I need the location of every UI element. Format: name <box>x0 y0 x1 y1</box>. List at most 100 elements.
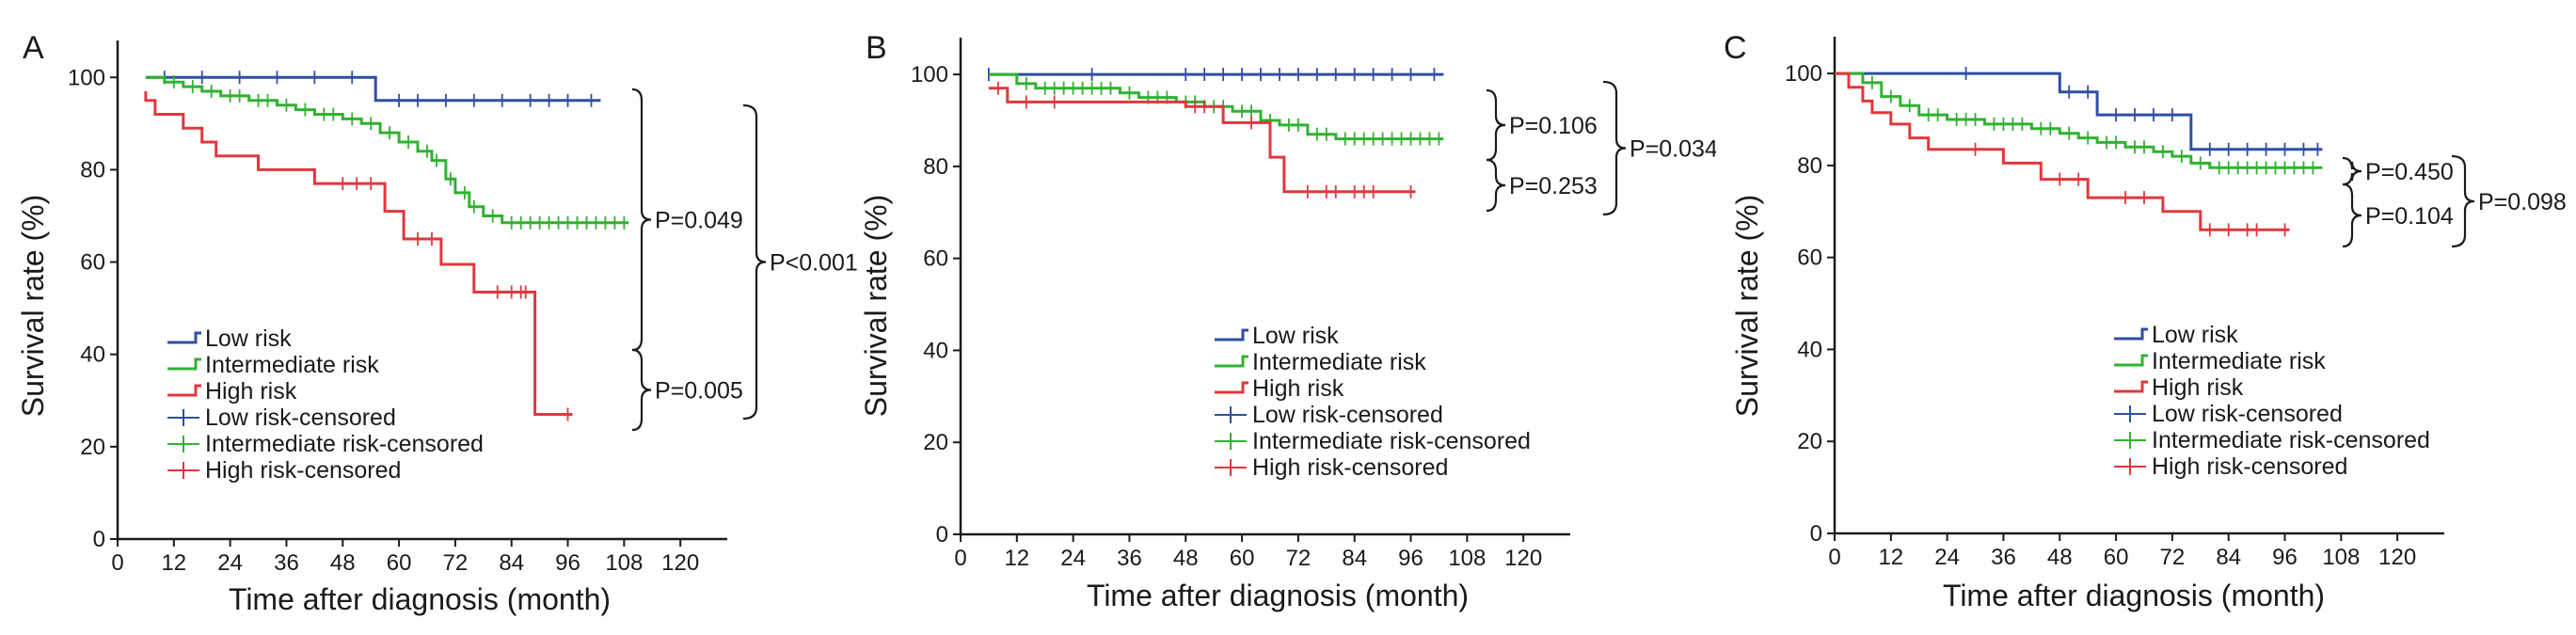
p-value-label: P=0.106 <box>1509 113 1598 139</box>
x-tick-label: 96 <box>1398 546 1423 571</box>
legend-swatch-high-risk <box>2114 380 2148 393</box>
x-tick-label: 72 <box>2160 545 2186 570</box>
y-tick-label: 40 <box>923 338 948 363</box>
x-tick-label: 96 <box>555 550 580 576</box>
legend-item: High risk-censored <box>167 457 401 484</box>
legend-label: High risk <box>1252 375 1344 402</box>
y-tick-label: 60 <box>923 246 948 272</box>
panel-label: B <box>866 30 887 66</box>
legend-swatch-low-risk <box>167 331 201 344</box>
y-tick-label: 60 <box>1797 246 1822 271</box>
legend-label: Low risk <box>205 325 292 352</box>
bracket-shape <box>2342 156 2362 186</box>
x-tick-label: 60 <box>2104 545 2129 570</box>
legend-item: Low risk <box>2114 322 2238 348</box>
legend-swatch-intermediate-risk <box>1215 355 1248 368</box>
legend-item: Low risk-censored <box>167 405 396 431</box>
p-value-label: P=0.049 <box>655 208 743 234</box>
legend-label: Intermediate risk-censored <box>2152 427 2430 453</box>
legend-item: High risk-censored <box>2114 453 2347 480</box>
x-tick-label: 108 <box>2322 545 2360 570</box>
x-tick-label: 84 <box>499 550 524 576</box>
series-low-risk <box>145 71 601 107</box>
series-low-risk <box>988 68 1444 82</box>
x-tick-label: 0 <box>1828 545 1840 570</box>
y-axis-title: Survival rate (%) <box>16 195 50 418</box>
x-axis-title: Time after diagnosis (month) <box>1087 579 1469 612</box>
legend-item: Intermediate risk <box>2114 348 2326 374</box>
y-tick-label: 0 <box>936 522 948 548</box>
intermediate-risk-line <box>1835 71 2323 169</box>
x-tick-label: 12 <box>1004 546 1029 571</box>
legend-label: Low risk-censored <box>2152 401 2343 427</box>
legend-item: High risk-censored <box>1215 454 1448 481</box>
x-tick-label: 24 <box>217 550 243 576</box>
x-axis-title: Time after diagnosis (month) <box>229 582 611 616</box>
x-tick-label: 84 <box>1342 546 1367 571</box>
legend-swatch-intermediate-risk <box>167 357 201 371</box>
high-risk-line <box>988 87 1416 194</box>
x-tick-label: 108 <box>1448 546 1486 571</box>
p-value-bracket: P=0.106 <box>1486 88 1598 162</box>
x-tick-label: 48 <box>1173 546 1199 571</box>
p-value-bracket: P=0.098 <box>2451 154 2567 248</box>
x-tick-label: 48 <box>2047 545 2073 570</box>
legend-item: Intermediate risk <box>167 352 379 378</box>
bracket-shape <box>1486 88 1506 162</box>
y-tick-label: 100 <box>68 65 105 90</box>
legend-item: High risk <box>1215 375 1344 402</box>
p-value-label: P=0.104 <box>2365 203 2454 230</box>
bracket-shape <box>1602 80 1627 216</box>
chart-svg: B 0 12 24 36 48 60 72 84 96 108 120 0 20 40 60 80 100 Time… <box>859 30 1716 612</box>
bracket-shape <box>631 348 652 432</box>
legend-item: Low risk-censored <box>1215 402 1443 428</box>
series-high-risk <box>144 91 573 421</box>
p-value-bracket: P=0.104 <box>2342 183 2454 248</box>
p-value-bracket: P=0.049 <box>631 87 743 352</box>
p-value-label: P=0.034 <box>1630 136 1716 163</box>
y-tick-label: 20 <box>80 435 105 460</box>
series-intermediate-risk <box>988 72 1444 146</box>
y-tick-label: 100 <box>911 62 948 87</box>
series-high-risk <box>1835 71 2290 237</box>
panel-b: B 0 12 24 36 48 60 72 84 96 108 120 0 20 40 60 80 100 Time… <box>858 0 1716 635</box>
x-tick-label: 120 <box>1504 546 1542 571</box>
y-tick-label: 40 <box>80 342 105 368</box>
legend-label: Intermediate risk-censored <box>1252 428 1531 454</box>
y-tick-label: 20 <box>923 430 948 455</box>
legend-item: Intermediate risk-censored <box>1215 428 1531 454</box>
legend-label: High risk-censored <box>1252 454 1448 481</box>
legend-swatch-high-risk <box>167 384 201 397</box>
x-tick-label: 72 <box>443 550 469 576</box>
legend-swatch-intermediate-risk <box>2114 354 2148 367</box>
legend-item: Low risk <box>1215 323 1339 349</box>
p-value-label: P=0.098 <box>2478 189 2567 215</box>
legend-label: High risk-censored <box>2152 453 2347 480</box>
legend-label: Intermediate risk <box>205 352 379 378</box>
p-value-bracket: P=0.450 <box>2342 156 2454 186</box>
x-tick-label: 84 <box>2216 545 2241 570</box>
legend-label: Intermediate risk <box>2152 348 2326 374</box>
y-tick-label: 80 <box>1797 153 1822 179</box>
legend-label: Low risk <box>1252 323 1339 349</box>
series-high-risk <box>988 81 1416 198</box>
chart-svg: A 0 12 24 36 48 60 72 84 96 108 120 0 20 40 60 80 100 Time… <box>16 30 858 616</box>
bracket-shape <box>631 87 652 352</box>
legend-item: Low risk-censored <box>2114 401 2343 427</box>
p-value-label: P<0.001 <box>770 250 858 277</box>
legend-label: Intermediate risk <box>1252 349 1426 375</box>
chart-svg: C 0 12 24 36 48 60 72 84 96 108 120 0 20 40 60 80 100 Time… <box>1724 30 2567 612</box>
legend-item: Intermediate risk <box>1215 349 1426 375</box>
legend-label: High risk-censored <box>205 457 401 484</box>
legend-label: Low risk-censored <box>1252 402 1443 428</box>
x-tick-label: 60 <box>387 550 412 576</box>
x-tick-label: 36 <box>1991 545 2016 570</box>
y-tick-label: 0 <box>93 527 105 552</box>
x-tick-label: 120 <box>2378 545 2416 570</box>
legend-label: High risk <box>205 378 297 405</box>
legend-label: Low risk <box>2152 322 2238 348</box>
y-tick-label: 40 <box>1797 337 1822 362</box>
y-tick-label: 100 <box>1785 61 1822 87</box>
